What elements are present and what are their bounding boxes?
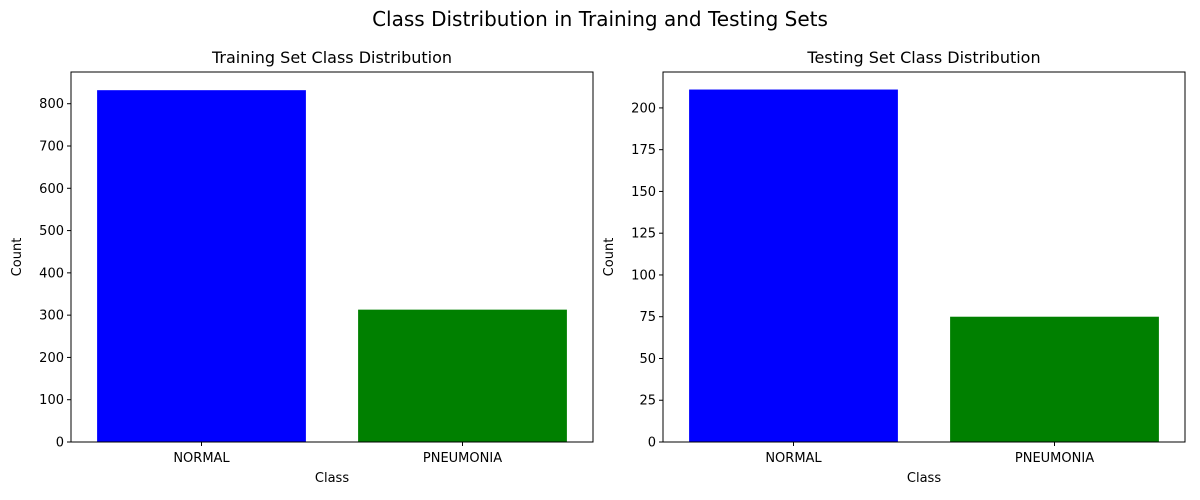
testing-ytick-label: 50 (639, 352, 656, 367)
training-ytick-label: 700 (39, 140, 64, 155)
training-ytick-label: 100 (39, 393, 64, 408)
training-xtick-label: PNEUMONIA (423, 451, 502, 466)
testing-chart-panel: 0 25 50 75 100 125 150 175 200 NORMAL PNEUMONIA Tes… (602, 48, 1185, 486)
training-chart-panel: 0 100 200 300 400 500 600 700 800 NORMAL PNEUMONIA… (10, 48, 593, 486)
testing-ytick-label: 0 (648, 436, 656, 451)
testing-xtick-label: NORMAL (765, 451, 822, 466)
testing-bar-pneumonia (950, 317, 1159, 442)
testing-ytick-label: 150 (631, 185, 656, 200)
training-bar-pneumonia (358, 310, 567, 442)
testing-ytick-label: 200 (631, 101, 656, 116)
training-ytick-label: 400 (39, 266, 64, 281)
testing-y-axis-label: Count (602, 238, 617, 277)
training-xtick-label: NORMAL (173, 451, 230, 466)
testing-ytick-label: 175 (631, 143, 656, 158)
training-ytick-label: 300 (39, 309, 64, 324)
training-ytick-label: 200 (39, 351, 64, 366)
testing-ytick-label: 100 (631, 268, 656, 283)
training-chart-title: Training Set Class Distribution (211, 48, 452, 67)
training-ytick-label: 500 (39, 224, 64, 239)
training-x-axis-label: Class (315, 471, 349, 486)
testing-x-axis-label: Class (907, 471, 941, 486)
figure-suptitle: Class Distribution in Training and Testi… (372, 7, 828, 31)
testing-chart-title: Testing Set Class Distribution (806, 48, 1040, 67)
training-bar-normal (97, 90, 306, 442)
training-ytick-label: 600 (39, 182, 64, 197)
training-y-axis-label: Count (10, 238, 25, 277)
testing-ytick-label: 25 (639, 394, 656, 409)
training-ytick-label: 0 (56, 436, 64, 451)
testing-ytick-label: 75 (639, 310, 656, 325)
testing-xtick-label: PNEUMONIA (1015, 451, 1094, 466)
testing-ytick-label: 125 (631, 227, 656, 242)
testing-bar-normal (689, 90, 898, 442)
training-ytick-label: 800 (39, 97, 64, 112)
